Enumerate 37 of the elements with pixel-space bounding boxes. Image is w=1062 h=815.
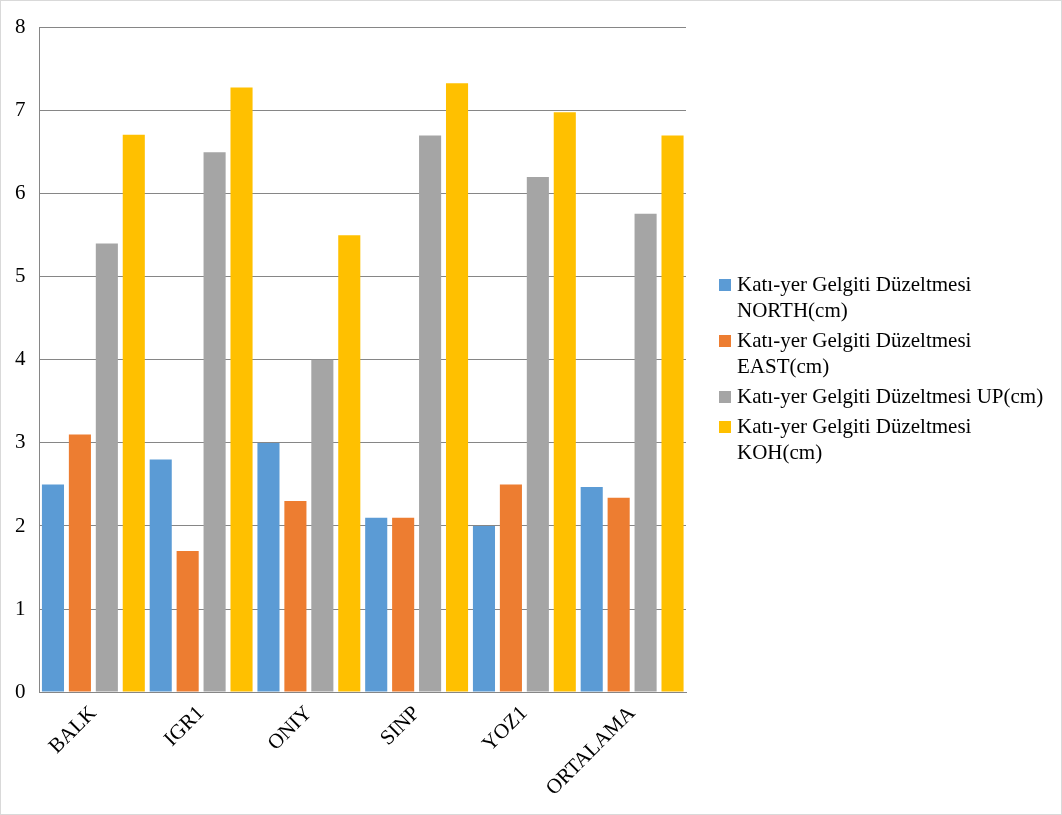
- bar: [176, 550, 199, 692]
- bar: [472, 525, 496, 692]
- y-tick-label: 0: [15, 678, 26, 703]
- bar: [230, 87, 253, 692]
- bar: [41, 484, 65, 692]
- y-tick-label: 1: [15, 595, 26, 620]
- bar: [607, 497, 630, 692]
- bar: [338, 235, 361, 692]
- bar: [553, 112, 576, 692]
- bar: [122, 134, 145, 692]
- bar: [661, 135, 684, 692]
- bar: [445, 83, 469, 692]
- bar: [419, 135, 442, 692]
- bar: [68, 434, 91, 692]
- legend-label: Katı-yer Gelgiti Düzeltmesi KOH(cm): [737, 413, 973, 465]
- bar: [365, 517, 388, 692]
- bar: [284, 501, 307, 692]
- bar: [392, 517, 415, 692]
- bar: [203, 152, 226, 692]
- bar: [149, 459, 172, 692]
- bar: [634, 213, 657, 692]
- bar: [580, 486, 603, 692]
- y-tick-label: 6: [15, 180, 26, 205]
- bar: [257, 442, 280, 692]
- bar: [526, 177, 549, 692]
- legend-label: Katı-yer Gelgiti Düzeltmesi EAST(cm): [737, 327, 973, 379]
- bar: [95, 243, 118, 692]
- y-tick-label: 4: [15, 346, 26, 371]
- legend-label: Katı-yer Gelgiti Düzeltmesi UP(cm): [737, 383, 1044, 409]
- y-tick-label: 7: [15, 97, 26, 122]
- y-tick-label: 5: [15, 263, 26, 288]
- bar: [499, 484, 522, 692]
- bar: [311, 359, 334, 692]
- y-tick-label: 2: [15, 512, 26, 537]
- legend-label: Katı-yer Gelgiti Düzeltmesi NORTH(cm): [737, 271, 973, 323]
- y-tick-label: 3: [15, 429, 26, 454]
- y-tick-label: 8: [15, 14, 26, 39]
